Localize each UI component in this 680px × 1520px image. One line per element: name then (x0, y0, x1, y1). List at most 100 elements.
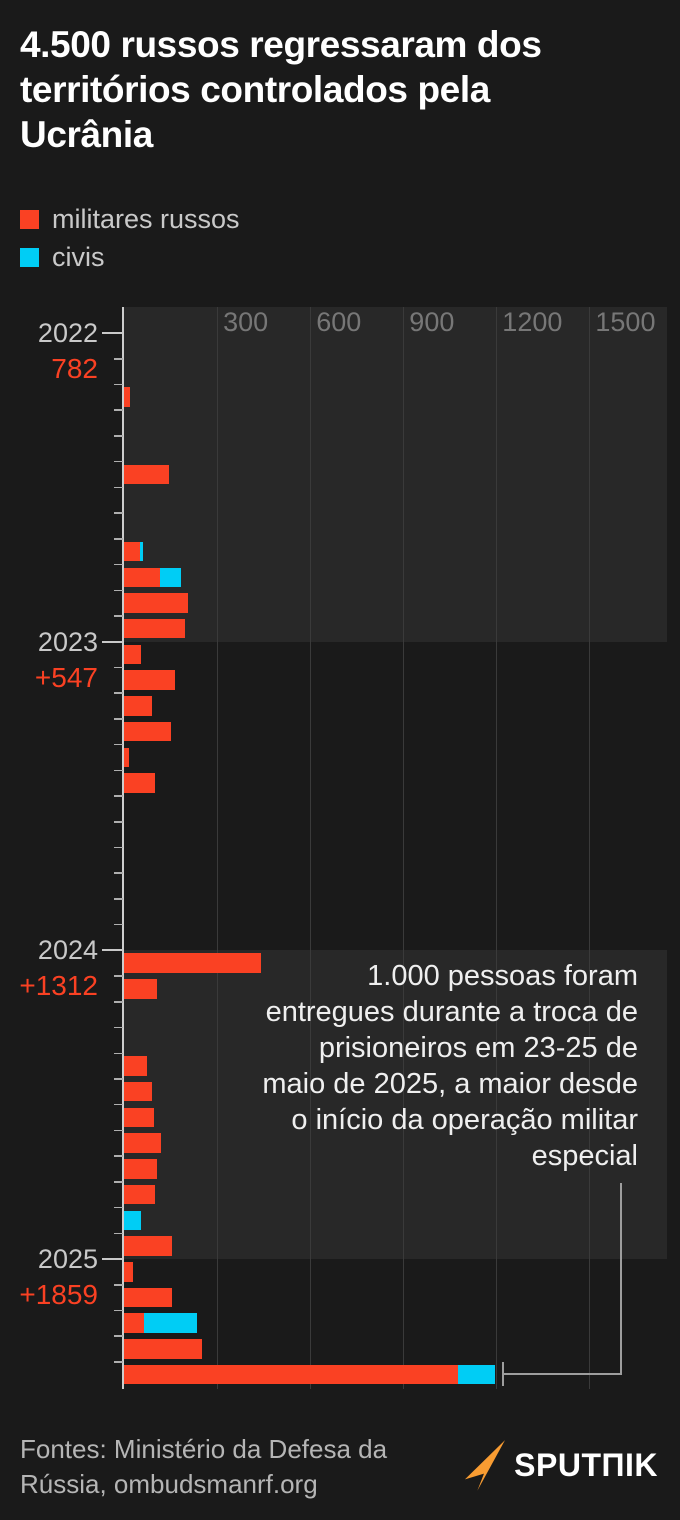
year-label-2022: 2022 (37, 318, 98, 348)
gridline-1500 (589, 307, 591, 1389)
year-label-2025: 2025 (37, 1244, 98, 1274)
row-tick (114, 743, 123, 746)
row-tick (114, 1284, 123, 1286)
legend-label-military: militares russos (52, 203, 240, 234)
bar-military-2025-1 (124, 1287, 173, 1308)
bar-military-2023-5 (124, 773, 155, 793)
row-tick (114, 846, 123, 849)
bar-military-2024-0 (124, 953, 261, 973)
gridline-300 (217, 307, 219, 1389)
page-title: 4.500 russos regressaram dos territórios… (20, 24, 542, 155)
bar-military-2023-1 (124, 670, 176, 690)
row-tick (114, 923, 123, 926)
year-tick-2022 (102, 331, 123, 335)
x-tick-label-600: 600 (316, 307, 362, 337)
legend-swatch-military (20, 209, 39, 229)
bar-military-2024-8 (124, 1159, 157, 1179)
row-tick (114, 1181, 123, 1183)
sputnik-logo: SPUTПIK (463, 1438, 658, 1492)
row-tick (114, 718, 123, 720)
legend: militares russos civis (20, 203, 240, 281)
bar-military-2024-6 (124, 1107, 154, 1128)
gridline-600 (310, 307, 312, 1389)
year-band-2022 (124, 307, 667, 642)
row-tick (114, 615, 123, 617)
row-tick (114, 795, 123, 797)
bar-military-2024-11 (124, 1236, 173, 1256)
row-tick (114, 512, 123, 514)
legend-label-civilians: civis (52, 241, 105, 272)
row-tick (114, 589, 123, 591)
bar-military-2023-0 (124, 644, 142, 665)
year-total-2022: 782 (51, 353, 98, 384)
bar-military-2022-10 (124, 593, 188, 613)
row-tick (114, 692, 123, 694)
bar-military-2024-9 (124, 1184, 155, 1205)
x-tick-label-1200: 1200 (502, 307, 563, 337)
row-tick (114, 1001, 123, 1003)
bar-military-2024-7 (124, 1133, 162, 1153)
legend-swatch-civilians (20, 247, 39, 267)
row-tick (114, 872, 123, 874)
bar-military-2023-3 (124, 721, 171, 742)
year-label-2024: 2024 (37, 935, 98, 966)
callout-end-tick (502, 1362, 504, 1386)
bar-military-2024-4 (124, 1056, 148, 1076)
year-total-2024: +1312 (19, 970, 98, 1002)
bar-military-2022-9 (124, 567, 160, 587)
row-tick (114, 1361, 123, 1363)
sputnik-logo-icon (465, 1440, 506, 1491)
row-tick (114, 460, 123, 463)
sources-text: Fontes: Ministério da Defesa da Rússia, … (20, 1434, 388, 1499)
row-tick (114, 409, 123, 411)
bar-civilians-2024-10 (124, 1210, 142, 1230)
bar-civilians-2025-4 (457, 1364, 495, 1385)
row-tick (114, 1309, 123, 1312)
gridline-900 (403, 307, 405, 1389)
year-tick-2023 (102, 640, 123, 643)
bar-civilians-2025-2 (144, 1313, 197, 1333)
row-tick (114, 898, 123, 900)
row-tick (114, 769, 123, 771)
year-tick-2025 (102, 1257, 123, 1261)
row-tick (114, 1078, 123, 1080)
bar-civilians-2022-8 (139, 541, 143, 562)
chart-annotation: 1.000 pessoas foram entregues durante a … (262, 960, 638, 1172)
row-tick (114, 538, 123, 540)
bar-military-2022-5 (124, 464, 169, 485)
row-tick (114, 486, 123, 489)
legend-item-military: militares russos (20, 203, 240, 234)
row-tick (114, 975, 123, 977)
x-tick-label-1500: 1500 (595, 307, 656, 337)
row-tick (114, 383, 123, 386)
bar-military-2023-2 (124, 696, 152, 716)
bar-military-2025-2 (124, 1313, 145, 1333)
row-tick (114, 435, 123, 437)
bar-military-2025-4 (124, 1364, 458, 1385)
bar-military-2024-1 (124, 979, 157, 999)
row-tick (114, 1335, 123, 1337)
gridline-1200 (496, 307, 498, 1389)
bar-military-2022-8 (124, 541, 140, 562)
legend-item-civilians: civis (20, 241, 240, 272)
row-tick (114, 1129, 123, 1132)
bar-military-2025-0 (124, 1262, 134, 1282)
row-tick (114, 1155, 123, 1157)
row-tick (114, 563, 123, 566)
year-label-2023: 2023 (37, 626, 98, 657)
sputnik-logo-text: SPUTПIK (514, 1446, 658, 1483)
row-tick (114, 1026, 123, 1029)
row-tick (114, 666, 123, 669)
bar-civilians-2022-9 (159, 567, 182, 587)
x-tick-label-300: 300 (223, 307, 269, 337)
year-total-2025: +1859 (19, 1279, 98, 1310)
y-axis-line (122, 307, 124, 1389)
year-total-2023: +547 (34, 661, 98, 693)
bar-military-2022-2 (124, 387, 131, 407)
callout-line-vertical (620, 1183, 622, 1375)
bar-military-2025-3 (124, 1339, 202, 1359)
row-tick (114, 1052, 123, 1054)
x-tick-label-900: 900 (409, 307, 455, 337)
